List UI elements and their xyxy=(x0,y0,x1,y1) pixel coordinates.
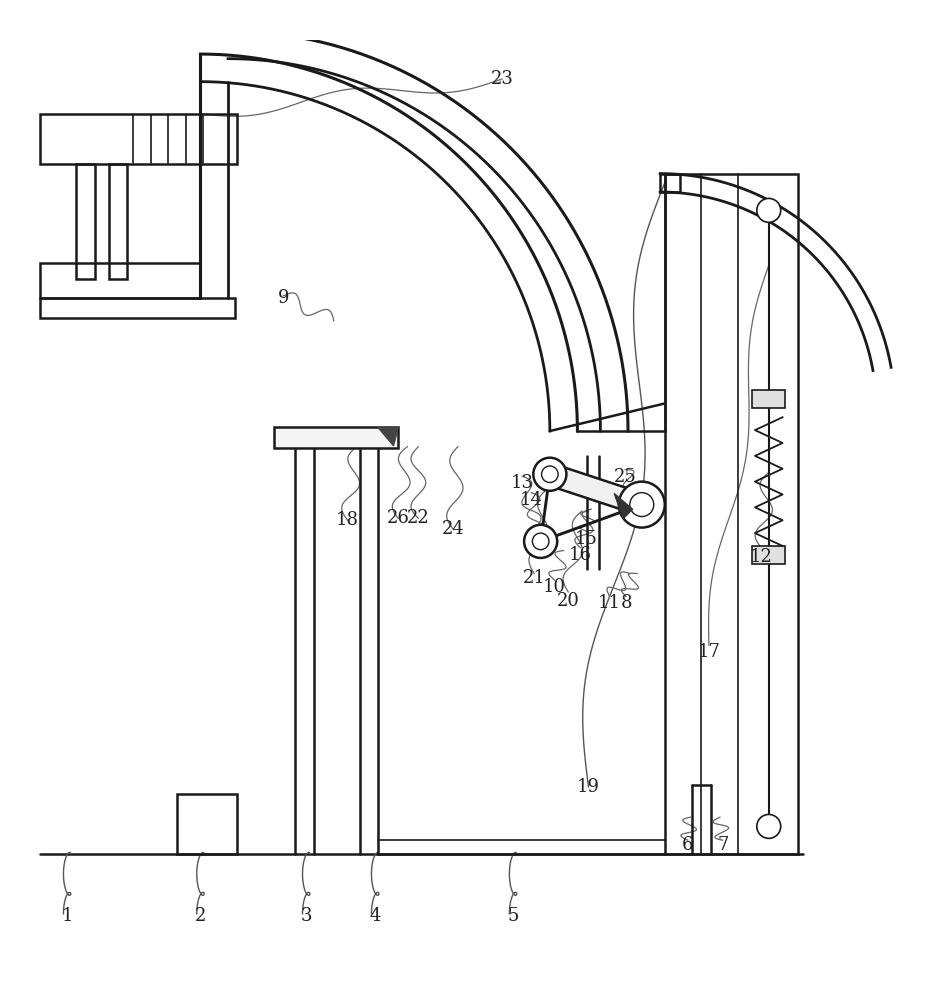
Bar xyxy=(40,114,237,164)
Text: 16: 16 xyxy=(569,546,592,564)
Bar xyxy=(752,390,785,408)
Text: 6: 6 xyxy=(682,836,694,854)
Text: 20: 20 xyxy=(557,592,580,610)
Text: 24: 24 xyxy=(442,520,464,538)
Bar xyxy=(178,794,237,854)
Circle shape xyxy=(524,525,557,558)
Bar xyxy=(274,427,398,448)
Text: 23: 23 xyxy=(490,70,513,88)
Text: 26: 26 xyxy=(387,509,410,527)
Circle shape xyxy=(533,533,549,550)
Text: 13: 13 xyxy=(511,474,534,492)
Text: 17: 17 xyxy=(697,643,721,661)
Text: 15: 15 xyxy=(575,530,598,548)
Bar xyxy=(40,263,201,298)
Text: 21: 21 xyxy=(523,569,546,587)
Text: 11: 11 xyxy=(598,594,621,612)
Circle shape xyxy=(534,458,566,491)
Text: 14: 14 xyxy=(520,491,543,509)
Polygon shape xyxy=(614,494,633,518)
Circle shape xyxy=(757,198,781,222)
Text: 19: 19 xyxy=(577,778,600,796)
Text: 10: 10 xyxy=(543,578,566,596)
Bar xyxy=(40,298,235,318)
Bar xyxy=(77,164,94,279)
Polygon shape xyxy=(378,427,398,446)
Circle shape xyxy=(630,493,654,517)
Circle shape xyxy=(757,814,781,838)
Text: 2: 2 xyxy=(195,907,206,925)
Text: 9: 9 xyxy=(278,289,289,307)
Circle shape xyxy=(619,482,665,528)
Text: 8: 8 xyxy=(621,594,632,612)
Text: 25: 25 xyxy=(614,468,636,486)
Bar xyxy=(752,546,785,564)
Text: 12: 12 xyxy=(750,548,772,566)
Text: 5: 5 xyxy=(508,907,519,925)
Text: 7: 7 xyxy=(717,836,728,854)
Text: 3: 3 xyxy=(301,907,312,925)
Polygon shape xyxy=(547,464,646,515)
Bar xyxy=(665,174,798,854)
Circle shape xyxy=(541,466,558,483)
Text: 4: 4 xyxy=(369,907,381,925)
Text: 1: 1 xyxy=(61,907,73,925)
Text: 22: 22 xyxy=(407,509,430,527)
Bar xyxy=(660,174,681,192)
Bar xyxy=(108,164,127,279)
Text: 18: 18 xyxy=(336,511,359,529)
